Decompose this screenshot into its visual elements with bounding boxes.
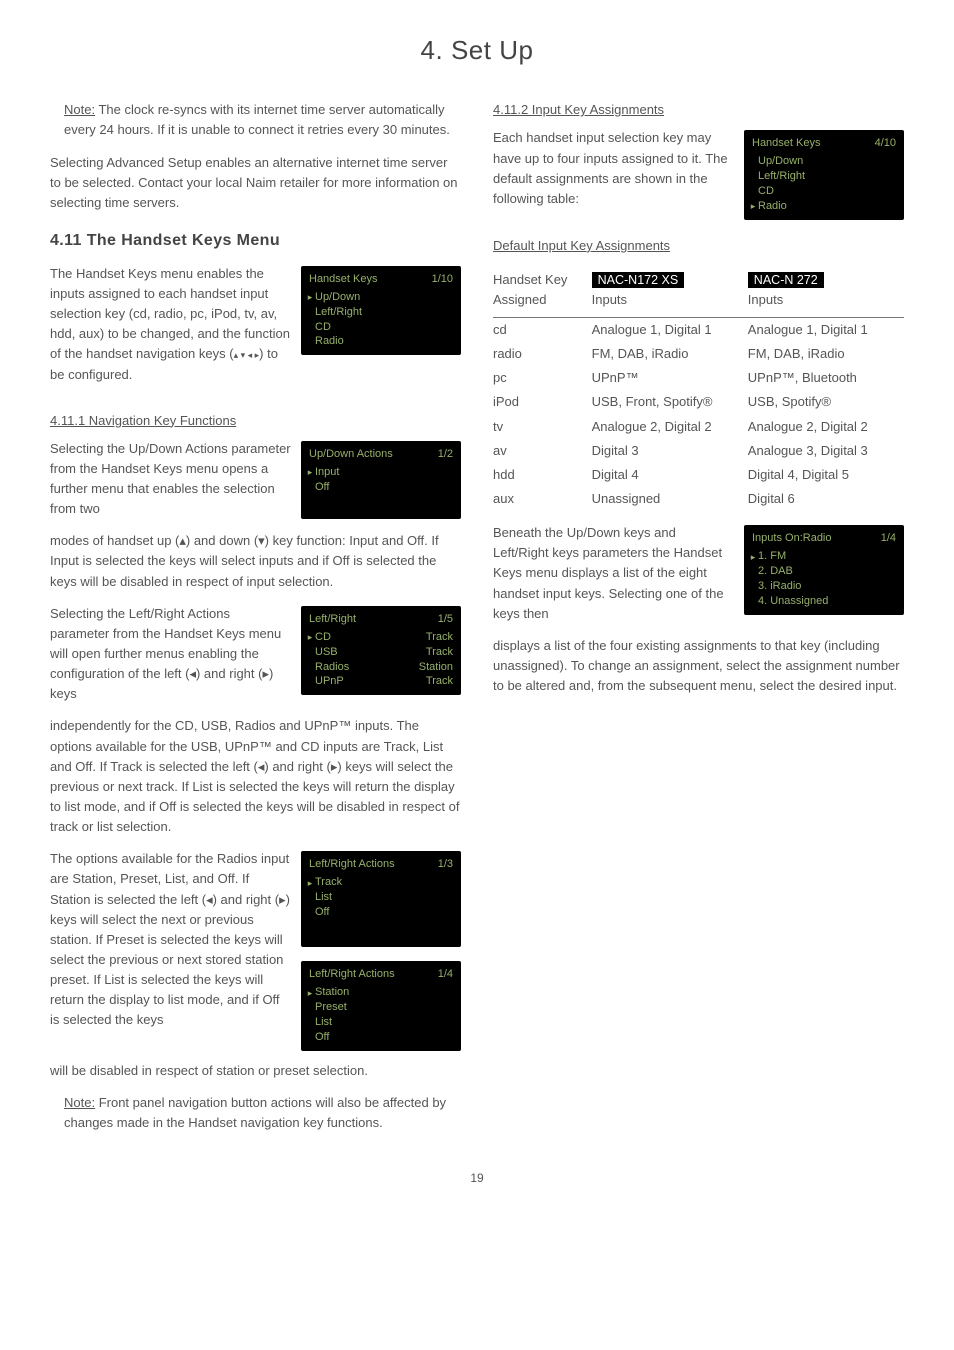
nav-arrows: ▴ ▾ ◂ ▸	[234, 350, 260, 360]
menu-header: Handset Keys 4/10	[744, 134, 904, 154]
note-1-text: The clock re-syncs with its internet tim…	[64, 102, 450, 137]
menu-item: USBTrack	[301, 645, 461, 660]
menu-title: Left/Right	[309, 611, 356, 628]
menu-item: Off	[301, 1030, 461, 1045]
menu-item: ▸1. FM	[744, 549, 904, 564]
menu-title: Handset Keys	[309, 271, 377, 288]
menu-lr-actions-station: Left/Right Actions 1/4 ▸Station Preset L…	[301, 961, 461, 1050]
menu-item: Left/Right	[744, 169, 904, 184]
menu-count: 1/3	[438, 856, 453, 873]
th-nac-n272: NAC-N 272 Inputs	[748, 268, 904, 317]
menu-count: 1/2	[438, 446, 453, 463]
note-label: Note:	[64, 102, 95, 117]
table-row: radioFM, DAB, iRadioFM, DAB, iRadio	[493, 342, 904, 366]
menu-lr-actions-track: Left/Right Actions 1/3 ▸Track List Off	[301, 851, 461, 947]
block-input-key: Handset Keys 4/10 Up/Down Left/Right CD …	[493, 128, 904, 229]
menu-title: Left/Right Actions	[309, 856, 395, 873]
menu-item: Left/Right	[301, 305, 461, 320]
menu-item: ▸CDTrack	[301, 630, 461, 645]
heading-4-11-2: 4.11.2 Input Key Assignments	[493, 100, 904, 120]
th-nac-n172: NAC-N172 XS Inputs	[592, 268, 748, 317]
menu-item: UPnPTrack	[301, 674, 461, 689]
menu-left-right: Left/Right 1/5 ▸CDTrack USBTrack RadiosS…	[301, 606, 461, 695]
menu-count: 1/4	[881, 530, 896, 547]
menu-handset-keys-2: Handset Keys 4/10 Up/Down Left/Right CD …	[744, 130, 904, 219]
table-row: cdAnalogue 1, Digital 1Analogue 1, Digit…	[493, 318, 904, 343]
menu-updown-actions: Up/Down Actions 1/2 ▸Input Off	[301, 441, 461, 519]
para-advanced-setup: Selecting Advanced Setup enables an alte…	[50, 153, 461, 213]
note-label: Note:	[64, 1095, 95, 1110]
right-column: 4.11.2 Input Key Assignments Handset Key…	[493, 100, 904, 1145]
menu-title: Up/Down Actions	[309, 446, 393, 463]
th-handset-key: Handset Key Assigned	[493, 268, 592, 317]
page-number: 19	[50, 1169, 904, 1188]
table-title: Default Input Key Assignments	[493, 236, 904, 256]
menu-item: 3. iRadio	[744, 579, 904, 594]
para-displays: displays a list of the four existing ass…	[493, 636, 904, 696]
para-leftright-2: independently for the CD, USB, Radios an…	[50, 716, 461, 837]
para-updown-2: modes of handset up (▴) and down (▾) key…	[50, 531, 461, 591]
menu-item: Radio	[301, 334, 461, 349]
menu-title: Left/Right Actions	[309, 966, 395, 983]
menu-count: 1/5	[438, 611, 453, 628]
block-radios: Left/Right Actions 1/3 ▸Track List Off L…	[50, 849, 461, 1060]
menu-item: 2. DAB	[744, 564, 904, 579]
menu-header: Handset Keys 1/10	[301, 270, 461, 290]
menu-item: ▸Radio	[744, 199, 904, 214]
block-inputs-on: Inputs On:Radio 1/4 ▸1. FM 2. DAB 3. iRa…	[493, 523, 904, 636]
menu-item: ▸Input	[301, 465, 461, 480]
heading-4-11-1: 4.11.1 Navigation Key Functions	[50, 411, 461, 431]
menu-handset-keys: Handset Keys 1/10 ▸Up/Down Left/Right CD…	[301, 266, 461, 355]
menu-item: Off	[301, 905, 461, 920]
block-handset-keys: Handset Keys 1/10 ▸Up/Down Left/Right CD…	[50, 264, 461, 397]
menu-header: Up/Down Actions 1/2	[301, 445, 461, 465]
menu-count: 4/10	[875, 135, 896, 152]
menu-count: 1/10	[432, 271, 453, 288]
menu-item: List	[301, 890, 461, 905]
assignments-table: Handset Key Assigned NAC-N172 XS Inputs …	[493, 268, 904, 511]
table-row: hddDigital 4Digital 4, Digital 5	[493, 463, 904, 487]
table-row: tvAnalogue 2, Digital 2Analogue 2, Digit…	[493, 415, 904, 439]
menu-item: List	[301, 1015, 461, 1030]
table-row: pcUPnP™UPnP™, Bluetooth	[493, 366, 904, 390]
note-2: Note: Front panel navigation button acti…	[50, 1093, 461, 1133]
menu-item: Off	[301, 480, 461, 495]
block-leftright: Left/Right 1/5 ▸CDTrack USBTrack RadiosS…	[50, 604, 461, 717]
page-title: 4. Set Up	[50, 30, 904, 70]
menu-header: Inputs On:Radio 1/4	[744, 529, 904, 549]
menu-item: ▸Track	[301, 875, 461, 890]
para-radios-2: will be disabled in respect of station o…	[50, 1061, 461, 1081]
menu-item: CD	[301, 320, 461, 335]
menu-item: Up/Down	[744, 154, 904, 169]
left-column: Note: The clock re-syncs with its intern…	[50, 100, 461, 1145]
page: 4. Set Up Note: The clock re-syncs with …	[0, 0, 954, 1208]
menu-inputs-on-radio: Inputs On:Radio 1/4 ▸1. FM 2. DAB 3. iRa…	[744, 525, 904, 614]
note-1: Note: The clock re-syncs with its intern…	[50, 100, 461, 140]
table-row: auxUnassignedDigital 6	[493, 487, 904, 511]
block-updown: Up/Down Actions 1/2 ▸Input Off Selecting…	[50, 439, 461, 532]
menu-item: ▸Station	[301, 985, 461, 1000]
menu-item: ▸Up/Down	[301, 290, 461, 305]
menu-item: CD	[744, 184, 904, 199]
menu-item: 4. Unassigned	[744, 594, 904, 609]
menu-title: Handset Keys	[752, 135, 820, 152]
table-row: avDigital 3Analogue 3, Digital 3	[493, 439, 904, 463]
menu-header: Left/Right Actions 1/3	[301, 855, 461, 875]
note-2-text: Front panel navigation button actions wi…	[64, 1095, 446, 1130]
heading-4-11: 4.11 The Handset Keys Menu	[50, 229, 461, 254]
menu-header: Left/Right 1/5	[301, 610, 461, 630]
table-row: iPodUSB, Front, Spotify®USB, Spotify®	[493, 390, 904, 414]
menu-count: 1/4	[438, 966, 453, 983]
menu-title: Inputs On:Radio	[752, 530, 832, 547]
menu-item: Preset	[301, 1000, 461, 1015]
two-column-layout: Note: The clock re-syncs with its intern…	[50, 100, 904, 1145]
table-body: cdAnalogue 1, Digital 1Analogue 1, Digit…	[493, 318, 904, 512]
menu-item: RadiosStation	[301, 660, 461, 675]
menu-header: Left/Right Actions 1/4	[301, 965, 461, 985]
